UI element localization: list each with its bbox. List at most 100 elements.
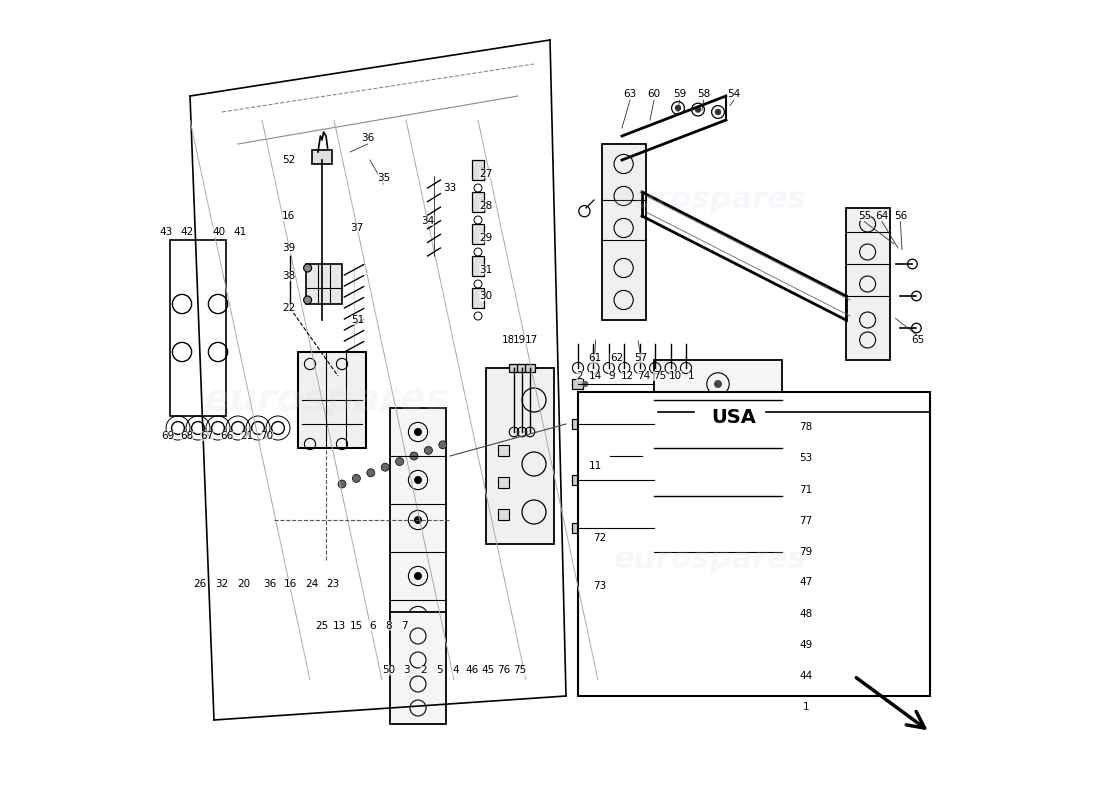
Text: 69: 69 (161, 431, 174, 441)
Text: 42: 42 (180, 227, 194, 237)
Bar (517, 364, 527, 372)
Bar (311, 150, 332, 164)
Text: 3: 3 (403, 666, 409, 675)
Text: 34: 34 (421, 216, 434, 226)
Text: 48: 48 (800, 609, 813, 618)
Bar (602, 144, 646, 320)
Circle shape (714, 612, 722, 620)
Circle shape (414, 476, 422, 484)
Text: 46: 46 (465, 666, 478, 675)
Text: 22: 22 (282, 303, 295, 313)
Circle shape (211, 422, 224, 434)
Text: 33: 33 (443, 183, 456, 193)
Circle shape (352, 474, 361, 482)
Circle shape (714, 420, 722, 428)
Text: 31: 31 (480, 265, 493, 274)
Text: 75: 75 (653, 371, 667, 381)
Text: 54: 54 (727, 90, 740, 99)
Text: 1: 1 (803, 702, 810, 712)
Text: 58: 58 (697, 90, 711, 99)
Text: 27: 27 (480, 169, 493, 178)
Text: 52: 52 (282, 155, 295, 165)
Circle shape (172, 422, 185, 434)
Text: 25: 25 (316, 621, 329, 630)
Text: 8: 8 (385, 621, 392, 630)
Text: 59: 59 (673, 90, 686, 99)
Text: 71: 71 (800, 485, 813, 494)
Circle shape (582, 477, 588, 483)
Text: 23: 23 (326, 579, 339, 589)
Text: 26: 26 (192, 579, 206, 589)
Text: 47: 47 (800, 578, 813, 587)
Text: 29: 29 (480, 233, 493, 242)
Text: USA: USA (712, 408, 757, 427)
Text: 36: 36 (263, 579, 276, 589)
Circle shape (252, 422, 264, 434)
Text: 41: 41 (233, 227, 246, 237)
Bar (572, 475, 583, 485)
Bar (572, 523, 583, 533)
Circle shape (410, 452, 418, 460)
Text: eurospares: eurospares (614, 546, 806, 574)
Text: 36: 36 (361, 133, 374, 142)
Text: 70: 70 (261, 431, 274, 441)
Text: 44: 44 (800, 671, 813, 681)
Text: 16: 16 (282, 211, 295, 221)
Text: 16: 16 (284, 579, 297, 589)
Text: 73: 73 (593, 582, 606, 591)
Text: 10: 10 (669, 371, 682, 381)
Text: 12: 12 (621, 371, 635, 381)
Bar (654, 360, 782, 656)
Text: 2: 2 (420, 666, 427, 675)
Text: 14: 14 (588, 371, 602, 381)
Text: 50: 50 (382, 666, 395, 675)
Text: 57: 57 (634, 354, 647, 363)
Bar (390, 408, 446, 648)
Circle shape (232, 422, 244, 434)
Circle shape (414, 612, 422, 620)
Text: 76: 76 (497, 666, 510, 675)
Circle shape (439, 441, 447, 449)
Text: 43: 43 (160, 227, 173, 237)
Circle shape (714, 580, 722, 588)
Text: 11: 11 (588, 461, 602, 470)
Circle shape (191, 422, 205, 434)
Circle shape (582, 381, 588, 387)
Text: 72: 72 (593, 533, 606, 542)
Text: 4: 4 (452, 666, 459, 675)
Text: 32: 32 (216, 579, 229, 589)
Bar (472, 224, 484, 244)
Text: 45: 45 (481, 666, 494, 675)
Bar (578, 392, 930, 696)
Circle shape (414, 516, 422, 524)
Text: 78: 78 (800, 422, 813, 432)
Text: 64: 64 (876, 211, 889, 221)
Text: 66: 66 (220, 431, 233, 441)
Text: 51: 51 (351, 315, 364, 325)
Circle shape (582, 525, 588, 531)
Text: 74: 74 (637, 371, 650, 381)
Text: eurospares: eurospares (204, 381, 449, 419)
Circle shape (674, 105, 681, 111)
Circle shape (304, 264, 311, 272)
Bar (170, 240, 226, 416)
Text: 49: 49 (800, 640, 813, 650)
Bar (610, 432, 642, 480)
Bar (390, 612, 446, 724)
Text: 75: 75 (513, 666, 526, 675)
Bar (572, 379, 583, 389)
Text: 56: 56 (894, 211, 908, 221)
Bar (472, 160, 484, 180)
Text: 13: 13 (333, 621, 346, 630)
Text: 40: 40 (212, 227, 226, 237)
Text: 39: 39 (282, 243, 295, 253)
Text: 55: 55 (858, 211, 871, 221)
Circle shape (582, 421, 588, 427)
Text: 53: 53 (800, 454, 813, 463)
Circle shape (272, 422, 285, 434)
Text: 37: 37 (350, 223, 363, 233)
Text: 7: 7 (402, 621, 408, 630)
Bar (306, 264, 342, 304)
Bar (472, 288, 484, 308)
Text: 35: 35 (377, 174, 390, 183)
